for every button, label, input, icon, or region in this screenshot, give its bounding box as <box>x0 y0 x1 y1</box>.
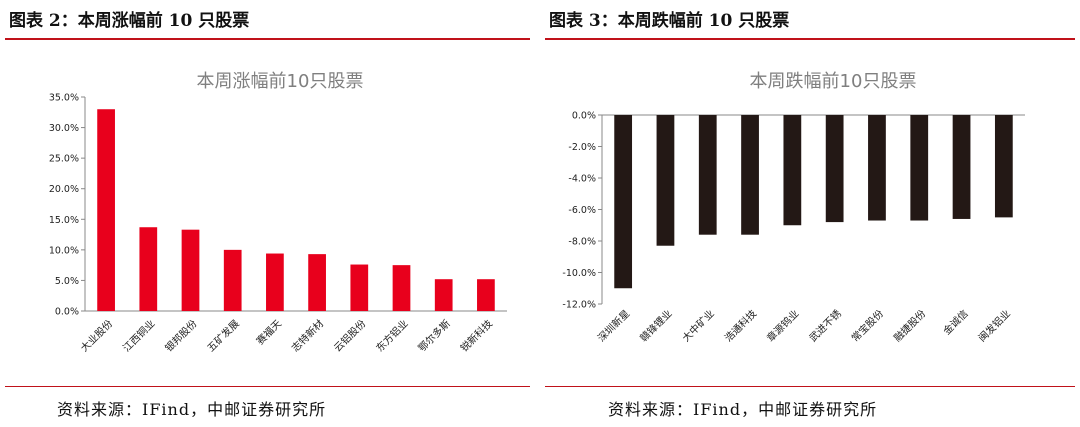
y-tick-label: -4.0% <box>568 174 596 185</box>
chart-title: 本周跌幅前10只股票 <box>750 71 917 92</box>
category-label: 赛福天 <box>254 317 284 347</box>
category-label: 武进不锈 <box>806 307 843 344</box>
bar <box>614 115 633 289</box>
category-label: 常宝股份 <box>849 307 886 344</box>
bar <box>139 227 158 311</box>
bar <box>97 109 115 311</box>
figure-heading: 图表 2：本周涨幅前 10 只股票 <box>9 11 250 31</box>
y-tick-label: -10.0% <box>562 268 596 279</box>
category-label: 大业股份 <box>78 317 115 354</box>
category-label: 云铝股份 <box>332 318 369 355</box>
category-label: 融捷股份 <box>891 307 928 344</box>
bar <box>392 265 411 311</box>
bar <box>181 229 200 311</box>
y-tick-label: 0.0% <box>55 307 79 318</box>
bar <box>698 115 717 235</box>
y-tick-label: 10.0% <box>49 245 79 256</box>
bar <box>223 249 242 311</box>
heading-divider <box>545 38 1075 40</box>
source-note: 资料来源：IFind，中邮证券研究所 <box>57 400 327 419</box>
bar <box>266 253 284 311</box>
bar <box>952 115 971 219</box>
category-label: 江西铜业 <box>121 318 158 355</box>
y-tick-label: -2.0% <box>568 142 596 153</box>
bar <box>656 115 675 246</box>
category-label: 金诚信 <box>940 307 970 337</box>
category-label: 深圳新星 <box>595 307 632 344</box>
bar <box>825 115 844 223</box>
y-tick-label: 25.0% <box>49 154 79 165</box>
y-tick-label: -8.0% <box>568 237 596 248</box>
bar <box>783 115 802 226</box>
bar <box>308 254 326 311</box>
y-tick-label: -6.0% <box>568 205 596 216</box>
category-label: 银邦股份 <box>162 317 199 354</box>
y-tick-label: 5.0% <box>55 276 79 287</box>
category-label: 章源钨业 <box>764 307 801 344</box>
category-label: 闽发铝业 <box>975 307 1012 344</box>
category-label: 五矿发展 <box>204 317 241 354</box>
y-tick-label: 35.0% <box>49 93 79 104</box>
source-divider <box>545 386 1075 387</box>
source-note: 资料来源：IFind，中邮证券研究所 <box>608 400 878 419</box>
bar <box>994 115 1013 218</box>
source-divider <box>5 386 530 387</box>
y-tick-label: 15.0% <box>49 215 79 226</box>
y-tick-label: 20.0% <box>49 184 79 195</box>
bar <box>741 115 759 235</box>
category-label: 浩通科技 <box>722 307 759 344</box>
category-label: 大中矿业 <box>679 307 716 344</box>
figure-heading: 图表 3：本周跌幅前 10 只股票 <box>549 11 790 31</box>
bar <box>434 279 453 311</box>
heading-divider <box>5 38 530 40</box>
y-tick-label: 30.0% <box>49 123 79 134</box>
bar <box>910 115 929 221</box>
bar <box>477 279 495 311</box>
y-tick-label: -12.0% <box>562 300 596 311</box>
category-label: 志特新材 <box>289 317 326 354</box>
bar <box>350 264 369 311</box>
category-label: 东方铝业 <box>373 317 410 354</box>
y-tick-label: 0.0% <box>572 111 596 122</box>
category-label: 锐新科技 <box>458 317 495 354</box>
right-figure: 图表 3：本周跌幅前 10 只股票 本周跌幅前10只股票 0.0% -2.0% -4.… <box>545 0 1075 427</box>
left-figure: 图表 2：本周涨幅前 10 只股票 本周涨幅前10只股票 0.0% 5.0% 10.0… <box>5 0 530 427</box>
category-label: 赣锋锂业 <box>637 307 674 344</box>
losers-bar-chart: 本周跌幅前10只股票 0.0% -2.0% -4.0% -6.0% -8.0% -10.0%… <box>562 71 1025 344</box>
bar <box>868 115 886 221</box>
category-label: 鄂尔多斯 <box>415 317 452 354</box>
chart-title: 本周涨幅前10只股票 <box>197 71 364 92</box>
gainers-bar-chart: 本周涨幅前10只股票 0.0% 5.0% 10.0% 15.0% 20.0% 25.0% 30… <box>49 71 507 355</box>
